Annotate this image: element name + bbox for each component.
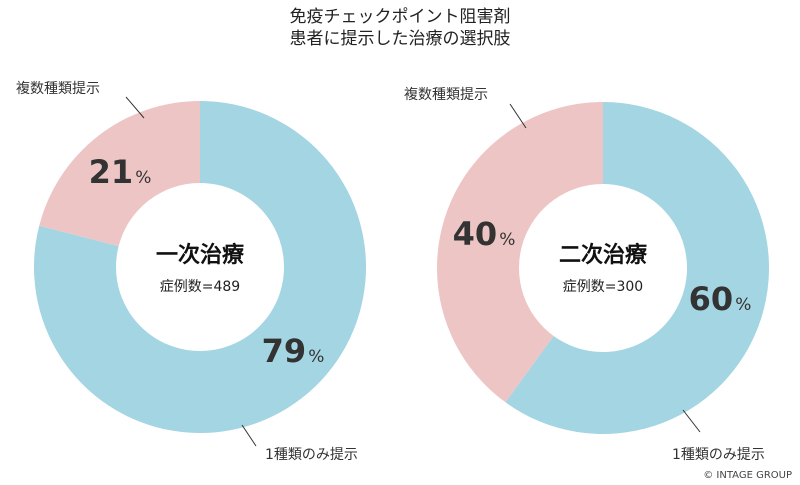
leader-line bbox=[509, 103, 527, 129]
slice-value-unit: % bbox=[308, 347, 324, 367]
slice-value-label: 60% bbox=[689, 280, 752, 318]
slice-value-number: 60 bbox=[689, 280, 734, 318]
slice-value-number: 21 bbox=[89, 153, 134, 191]
chart-title-line-1: 免疫チェックポイント阻害剤 bbox=[289, 7, 511, 27]
donut-slice-multiple bbox=[39, 101, 200, 247]
slice-value-label: 79% bbox=[262, 332, 325, 370]
donut-center-sample-size: 症例数=300 bbox=[563, 279, 643, 295]
slice-value-unit: % bbox=[735, 295, 751, 315]
donut-center-sample-size: 症例数=489 bbox=[160, 279, 240, 295]
donut-slice-single bbox=[33, 101, 366, 433]
slice-category-label: 複数種類提示 bbox=[16, 80, 100, 97]
donut-slice-multiple bbox=[437, 102, 603, 403]
donut-center-title: 二次治療 bbox=[559, 242, 647, 268]
leader-line bbox=[682, 409, 701, 433]
donut-slice-single bbox=[505, 102, 769, 435]
slice-value-unit: % bbox=[135, 168, 151, 188]
leader-line bbox=[241, 424, 257, 447]
leader-line bbox=[125, 96, 145, 119]
slice-value-unit: % bbox=[499, 230, 515, 250]
slice-category-label: 1種類のみ提示 bbox=[265, 447, 358, 463]
slice-category-label: 1種類のみ提示 bbox=[672, 447, 765, 463]
slice-value-label: 40% bbox=[453, 215, 516, 253]
donut-center-title: 一次治療 bbox=[156, 242, 244, 268]
slice-value-label: 21% bbox=[89, 153, 152, 191]
chart-title-line-2: 患者に提示した治療の選択肢 bbox=[289, 29, 511, 49]
slice-category-label: 複数種類提示 bbox=[404, 86, 488, 103]
slice-value-number: 79 bbox=[262, 332, 307, 370]
copyright-text: © INTAGE GROUP bbox=[703, 470, 792, 481]
slice-value-number: 40 bbox=[453, 215, 498, 253]
